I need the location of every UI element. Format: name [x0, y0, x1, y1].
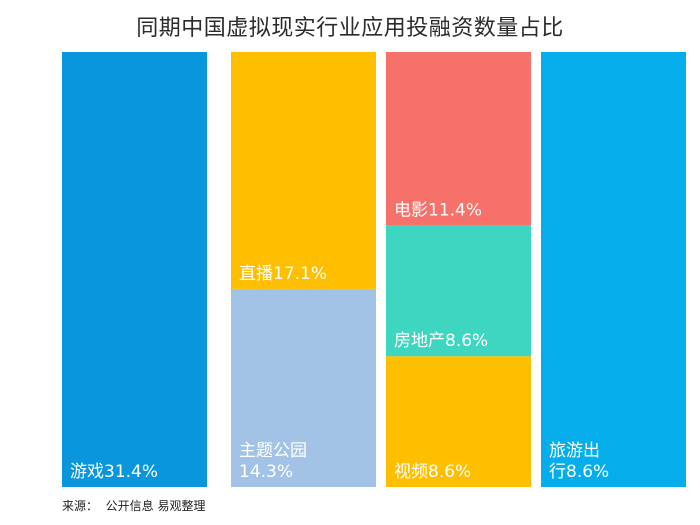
segment-label-0-0: 游戏31.4% [70, 462, 158, 482]
segment-label-1-0: 主题公园 14.3% [239, 441, 307, 482]
bar-segment-1-1 [231, 52, 376, 289]
segment-label-2-0: 视频8.6% [394, 462, 471, 482]
segment-label-2-2: 电影11.4% [394, 200, 482, 220]
bar-segment-1-0 [231, 288, 376, 487]
chart-title: 同期中国虚拟现实行业应用投融资数量占比 [136, 16, 564, 41]
bar-segment-2-1 [386, 225, 531, 357]
bar-segment-2-0 [386, 356, 531, 487]
source-note: 来源： 公开信息 易观整理 [62, 499, 206, 513]
segment-label-2-1: 房地产8.6% [394, 331, 488, 351]
bar-segment-2-2 [386, 52, 531, 226]
bar-segment-0-0 [62, 52, 207, 487]
bar-segment-3-0 [541, 52, 686, 487]
segment-label-1-1: 直播17.1% [239, 264, 327, 284]
segment-label-3-0: 旅游出行8.6% [549, 441, 609, 482]
